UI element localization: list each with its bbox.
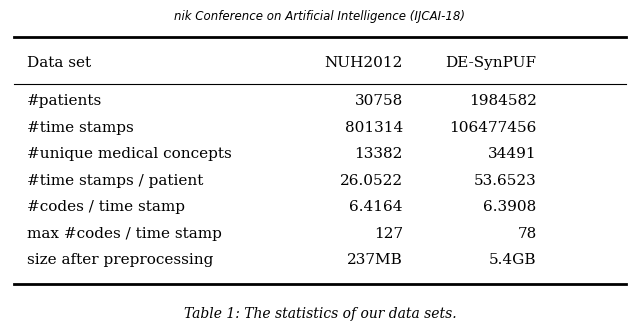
- Text: 34491: 34491: [488, 147, 537, 161]
- Text: 6.4164: 6.4164: [349, 200, 403, 214]
- Text: 237MB: 237MB: [347, 253, 403, 267]
- Text: 127: 127: [374, 227, 403, 241]
- Text: 78: 78: [517, 227, 537, 241]
- Text: NUH2012: NUH2012: [324, 56, 403, 70]
- Text: 5.4GB: 5.4GB: [489, 253, 537, 267]
- Text: 30758: 30758: [355, 94, 403, 108]
- Text: #unique medical concepts: #unique medical concepts: [27, 147, 232, 161]
- Text: nik Conference on Artificial Intelligence (IJCAI-18): nik Conference on Artificial Intelligenc…: [175, 10, 465, 23]
- Text: Data set: Data set: [27, 56, 91, 70]
- Text: DE-SynPUF: DE-SynPUF: [445, 56, 537, 70]
- Text: #codes / time stamp: #codes / time stamp: [27, 200, 185, 214]
- Text: #patients: #patients: [27, 94, 102, 108]
- Text: 801314: 801314: [344, 121, 403, 135]
- Text: size after preprocessing: size after preprocessing: [27, 253, 213, 267]
- Text: 1984582: 1984582: [468, 94, 537, 108]
- Text: Table 1: The statistics of our data sets.: Table 1: The statistics of our data sets…: [184, 308, 456, 321]
- Text: 106477456: 106477456: [449, 121, 537, 135]
- Text: max #codes / time stamp: max #codes / time stamp: [27, 227, 221, 241]
- Text: #time stamps: #time stamps: [27, 121, 134, 135]
- Text: 6.3908: 6.3908: [483, 200, 537, 214]
- Text: 13382: 13382: [355, 147, 403, 161]
- Text: 26.0522: 26.0522: [340, 174, 403, 188]
- Text: 53.6523: 53.6523: [474, 174, 537, 188]
- Text: #time stamps / patient: #time stamps / patient: [27, 174, 204, 188]
